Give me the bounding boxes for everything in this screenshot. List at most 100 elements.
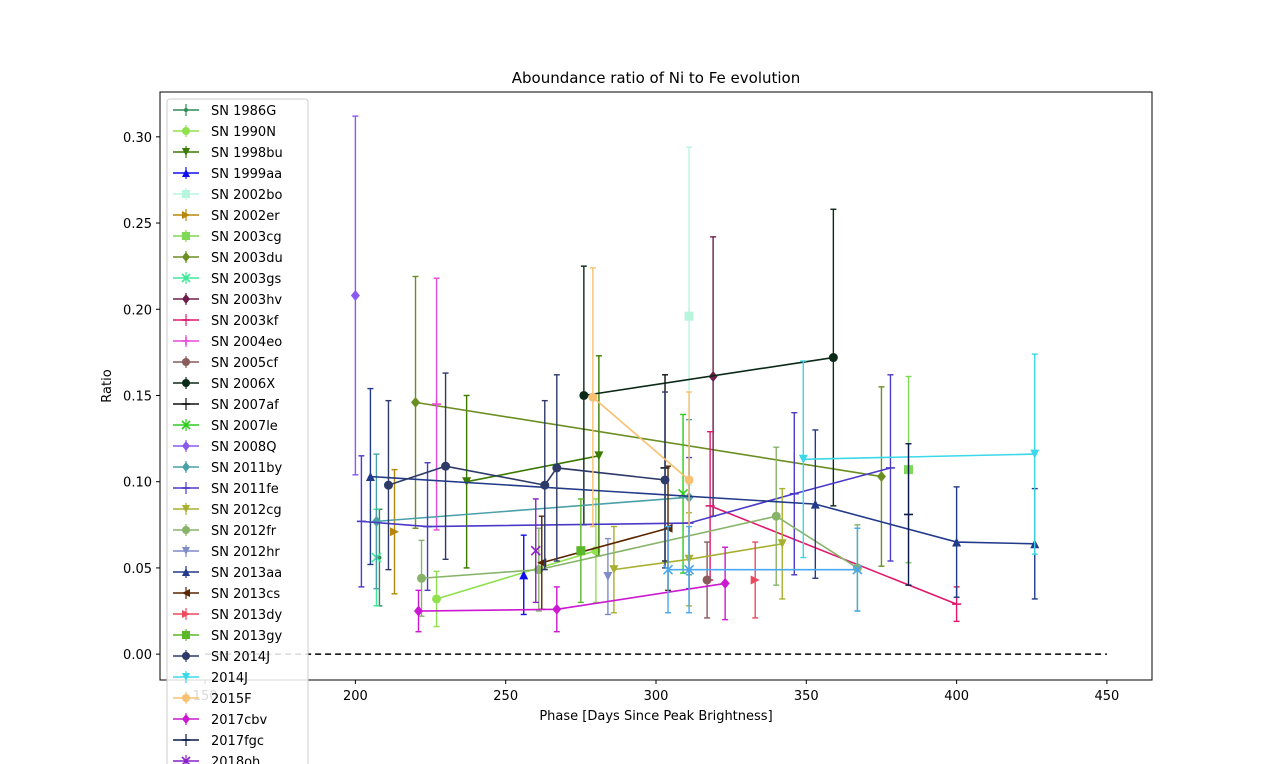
legend-label: SN 2011fe (211, 482, 279, 497)
data-point (417, 573, 427, 583)
data-point (852, 564, 863, 575)
data-point (576, 546, 586, 556)
legend-label: SN 2003gs (211, 272, 281, 287)
data-point (552, 603, 562, 615)
data-point (365, 472, 375, 482)
legend-swatch-marker (182, 190, 190, 198)
data-point (540, 480, 550, 490)
legend-label: SN 2004eo (211, 335, 282, 350)
legend-label: SN 2003du (211, 251, 283, 266)
legend-entry: SN 2002bo (173, 188, 282, 203)
legend-entry: SN 2011by (173, 461, 282, 476)
legend-swatch-marker (182, 441, 190, 451)
legend-swatch-marker (182, 714, 190, 724)
series-3 (519, 534, 529, 616)
y-tick-label: 0.10 (123, 476, 152, 491)
legend-swatch-marker (182, 694, 190, 702)
legend-entry: SN 2013aa (173, 566, 282, 581)
data-point (432, 399, 442, 409)
series-line (436, 549, 597, 600)
plot-background (160, 92, 1152, 680)
legend-label: SN 2008Q (211, 440, 276, 455)
legend-label: SN 2014J (211, 650, 270, 665)
legend-entry: SN 2006X (173, 377, 275, 392)
data-point (530, 545, 541, 556)
legend-label: 2017cbv (211, 713, 267, 728)
legend-swatch-marker (182, 232, 190, 240)
data-point (702, 575, 712, 585)
legend-entry: SN 2014J (173, 650, 270, 665)
data-point (594, 451, 604, 461)
legend-swatch-marker (182, 211, 190, 219)
data-point (579, 390, 589, 400)
series-25 (576, 498, 586, 604)
series-line (421, 515, 858, 580)
y-tick-label: 0.20 (123, 303, 152, 318)
data-point (411, 396, 421, 408)
data-point (603, 572, 613, 582)
legend-swatch-marker (182, 652, 190, 660)
x-tick-label: 200 (343, 689, 368, 704)
legend-label: SN 2011by (211, 461, 282, 476)
data-point (876, 471, 886, 483)
data-point (684, 311, 694, 321)
series-line (376, 496, 690, 523)
legend-swatch-marker (182, 610, 190, 618)
legend-label: SN 2007le (211, 419, 278, 434)
data-point (771, 511, 781, 521)
legend-swatch-marker (182, 547, 190, 555)
data-point (777, 539, 787, 549)
chart-title: Aboundance ratio of Ni to Fe evolution (512, 69, 801, 87)
y-tick-label: 0.30 (123, 131, 152, 146)
legend-swatch-marker (182, 127, 190, 135)
legend-swatch-marker (182, 358, 190, 366)
data-point (750, 575, 760, 585)
legend-label: SN 1986G (211, 104, 276, 119)
series-5 (389, 468, 399, 595)
series-27 (798, 353, 1040, 559)
legend-label: SN 1998bu (211, 146, 283, 161)
data-point (432, 594, 442, 604)
x-tick-label: 350 (794, 689, 819, 704)
legend-entry: 2015F (173, 692, 252, 707)
legend-swatch-marker (182, 337, 190, 345)
legend-swatch-marker (181, 420, 191, 430)
x-tick-label: 450 (1094, 689, 1119, 704)
series-16 (350, 115, 360, 476)
legend-label: SN 2012fr (211, 524, 277, 539)
data-point (588, 392, 598, 402)
series-19 (609, 487, 787, 614)
legend-label: 2018oh (211, 755, 260, 764)
data-point (552, 463, 562, 473)
legend-entry: SN 2011fe (173, 482, 279, 497)
legend-swatch-marker (184, 108, 188, 112)
data-point (537, 558, 547, 568)
legend-label: SN 2007af (211, 398, 279, 413)
x-tick-label: 250 (493, 689, 518, 704)
legend-swatch-marker (182, 294, 190, 304)
legend-label: SN 1990N (211, 125, 276, 140)
legend-label: SN 2012hr (211, 545, 280, 560)
legend-entry: SN 2008Q (173, 440, 276, 455)
series-32 (662, 525, 863, 614)
x-tick-label: 300 (644, 689, 669, 704)
legend-swatch-marker (182, 379, 190, 387)
series-line (466, 455, 600, 483)
legend: SN 1986G SN 1990N SN 1998bu SN 1999aa SN 200… (166, 98, 309, 764)
y-axis-label: Ratio (100, 369, 115, 402)
data-point (662, 564, 674, 575)
legend-entry: 2017fgc (173, 734, 264, 749)
series-24 (750, 541, 760, 619)
series-line (803, 453, 1035, 461)
legend-label: SN 1999aa (211, 167, 282, 182)
legend-label: SN 2006X (211, 377, 275, 392)
series-29 (414, 546, 730, 633)
legend-entry: SN 2007af (173, 398, 279, 413)
data-point (1030, 449, 1040, 459)
legend-swatch-marker (182, 589, 190, 597)
legend-entry: SN 2013dy (173, 608, 282, 623)
legend-entry: SN 1999aa (173, 167, 282, 182)
legend-swatch-marker (182, 148, 190, 156)
legend-label: 2015F (211, 692, 252, 707)
legend-entry: SN 2012cg (173, 503, 282, 518)
